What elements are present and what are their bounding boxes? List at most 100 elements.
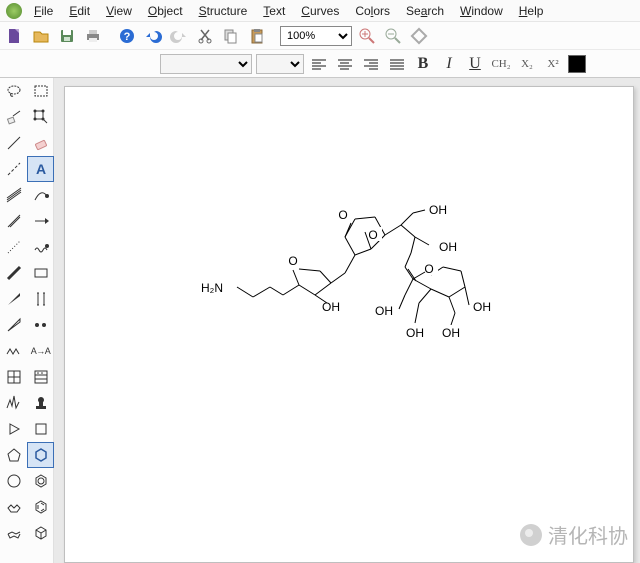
open-button[interactable] [30, 25, 52, 47]
tool-circle[interactable] [0, 468, 27, 494]
zoom-in-button[interactable] [356, 25, 378, 47]
paste-button[interactable] [246, 25, 268, 47]
help-button[interactable]: ? [116, 25, 138, 47]
rotate-button[interactable] [408, 25, 430, 47]
tool-rect[interactable] [27, 260, 54, 286]
svg-text:OH: OH [473, 300, 491, 314]
svg-text:A: A [35, 161, 45, 177]
menu-window[interactable]: Window [452, 1, 511, 21]
svg-text:O: O [424, 262, 433, 276]
drawing-canvas[interactable]: H₂N O OH O O OH OH O OH OH OH OH [64, 86, 634, 563]
tool-wedge-open[interactable] [0, 312, 27, 338]
print-button[interactable] [82, 25, 104, 47]
watermark-icon [520, 524, 542, 546]
tool-arrow[interactable] [27, 208, 54, 234]
zoom-out-button[interactable] [382, 25, 404, 47]
formula-button[interactable]: CH₂ [490, 53, 512, 75]
tool-ring[interactable] [27, 468, 54, 494]
menu-text[interactable]: Text [255, 1, 293, 21]
tool-play[interactable] [0, 416, 27, 442]
svg-text:O: O [288, 254, 297, 268]
align-right-button[interactable] [360, 53, 382, 75]
svg-text:OH: OH [439, 240, 457, 254]
underline-button[interactable]: U [464, 53, 486, 75]
menubar: File Edit View Object Structure Text Cur… [0, 0, 640, 22]
tool-zigzag[interactable] [0, 338, 27, 364]
align-left-button[interactable] [308, 53, 330, 75]
tool-dotted[interactable] [0, 234, 27, 260]
menu-curves[interactable]: Curves [293, 1, 347, 21]
tool-multiline[interactable] [0, 182, 27, 208]
copy-button[interactable] [220, 25, 242, 47]
tool-erase[interactable] [27, 130, 54, 156]
menu-help[interactable]: Help [511, 1, 552, 21]
menu-edit[interactable]: Edit [61, 1, 98, 21]
tool-line[interactable] [0, 130, 27, 156]
svg-text:?: ? [124, 31, 131, 43]
tool-curve[interactable] [27, 182, 54, 208]
zoom-select[interactable]: 100% [280, 26, 352, 46]
undo-button[interactable] [142, 25, 164, 47]
svg-text:OH: OH [442, 326, 460, 340]
tool-chair[interactable] [0, 520, 27, 546]
tool-dots[interactable] [27, 312, 54, 338]
tool-brackets[interactable] [27, 286, 54, 312]
cut-button[interactable] [194, 25, 216, 47]
new-doc-button[interactable] [4, 25, 26, 47]
tool-wavy[interactable] [27, 234, 54, 260]
tool-wedge-fill[interactable] [0, 286, 27, 312]
tool-stamp[interactable] [27, 390, 54, 416]
tool-grid[interactable] [0, 364, 27, 390]
format-toolbar: B I U CH₂ X₂ X² [0, 50, 640, 78]
tool-pentagon[interactable] [0, 442, 27, 468]
tool-square[interactable] [27, 416, 54, 442]
tool-hexagon[interactable] [27, 442, 54, 468]
menu-search[interactable]: Search [398, 1, 452, 21]
app-icon [6, 3, 22, 19]
color-swatch[interactable] [568, 55, 586, 73]
tool-eraser-partial[interactable] [0, 104, 27, 130]
toolbox: A A→A [0, 78, 54, 563]
tool-text[interactable]: A [27, 156, 54, 182]
menu-object[interactable]: Object [140, 1, 191, 21]
save-button[interactable] [56, 25, 78, 47]
superscript-button[interactable]: X² [542, 53, 564, 75]
svg-text:O: O [338, 208, 347, 222]
main-toolbar: ? 100% [0, 22, 640, 50]
redo-button[interactable] [168, 25, 190, 47]
tool-marquee[interactable] [27, 78, 54, 104]
tool-boldline[interactable] [0, 260, 27, 286]
align-center-button[interactable] [334, 53, 356, 75]
bold-button[interactable]: B [412, 53, 434, 75]
tool-table[interactable] [27, 364, 54, 390]
menu-view[interactable]: View [98, 1, 140, 21]
tool-wedge[interactable] [0, 208, 27, 234]
svg-text:H₂N: H₂N [201, 281, 223, 295]
style-select[interactable] [160, 54, 252, 74]
italic-button[interactable]: I [438, 53, 460, 75]
molecule-drawing: H₂N O OH O O OH OH O OH OH OH OH [65, 87, 625, 557]
menu-colors[interactable]: Colors [347, 1, 398, 21]
align-justify-button[interactable] [386, 53, 408, 75]
tool-benzene[interactable] [27, 494, 54, 520]
svg-text:OH: OH [406, 326, 424, 340]
svg-text:O: O [368, 228, 377, 242]
tool-select[interactable] [27, 104, 54, 130]
menu-file[interactable]: File [26, 1, 61, 21]
watermark: 清化科协 [520, 520, 628, 549]
size-select[interactable] [256, 54, 304, 74]
tool-cube[interactable] [27, 520, 54, 546]
main-area: A A→A H₂N O OH O O OH OH O OH OH OH OH [0, 78, 640, 563]
subscript-button[interactable]: X₂ [516, 53, 538, 75]
svg-text:OH: OH [429, 203, 447, 217]
svg-text:OH: OH [322, 300, 340, 314]
tool-boat[interactable] [0, 494, 27, 520]
tool-peaks[interactable] [0, 390, 27, 416]
tool-atoa[interactable]: A→A [27, 338, 54, 364]
menu-structure[interactable]: Structure [191, 1, 256, 21]
canvas-area: H₂N O OH O O OH OH O OH OH OH OH [54, 78, 640, 563]
tool-lasso[interactable] [0, 78, 27, 104]
tool-dashed[interactable] [0, 156, 27, 182]
watermark-text: 清化科协 [548, 520, 628, 549]
svg-text:OH: OH [375, 304, 393, 318]
